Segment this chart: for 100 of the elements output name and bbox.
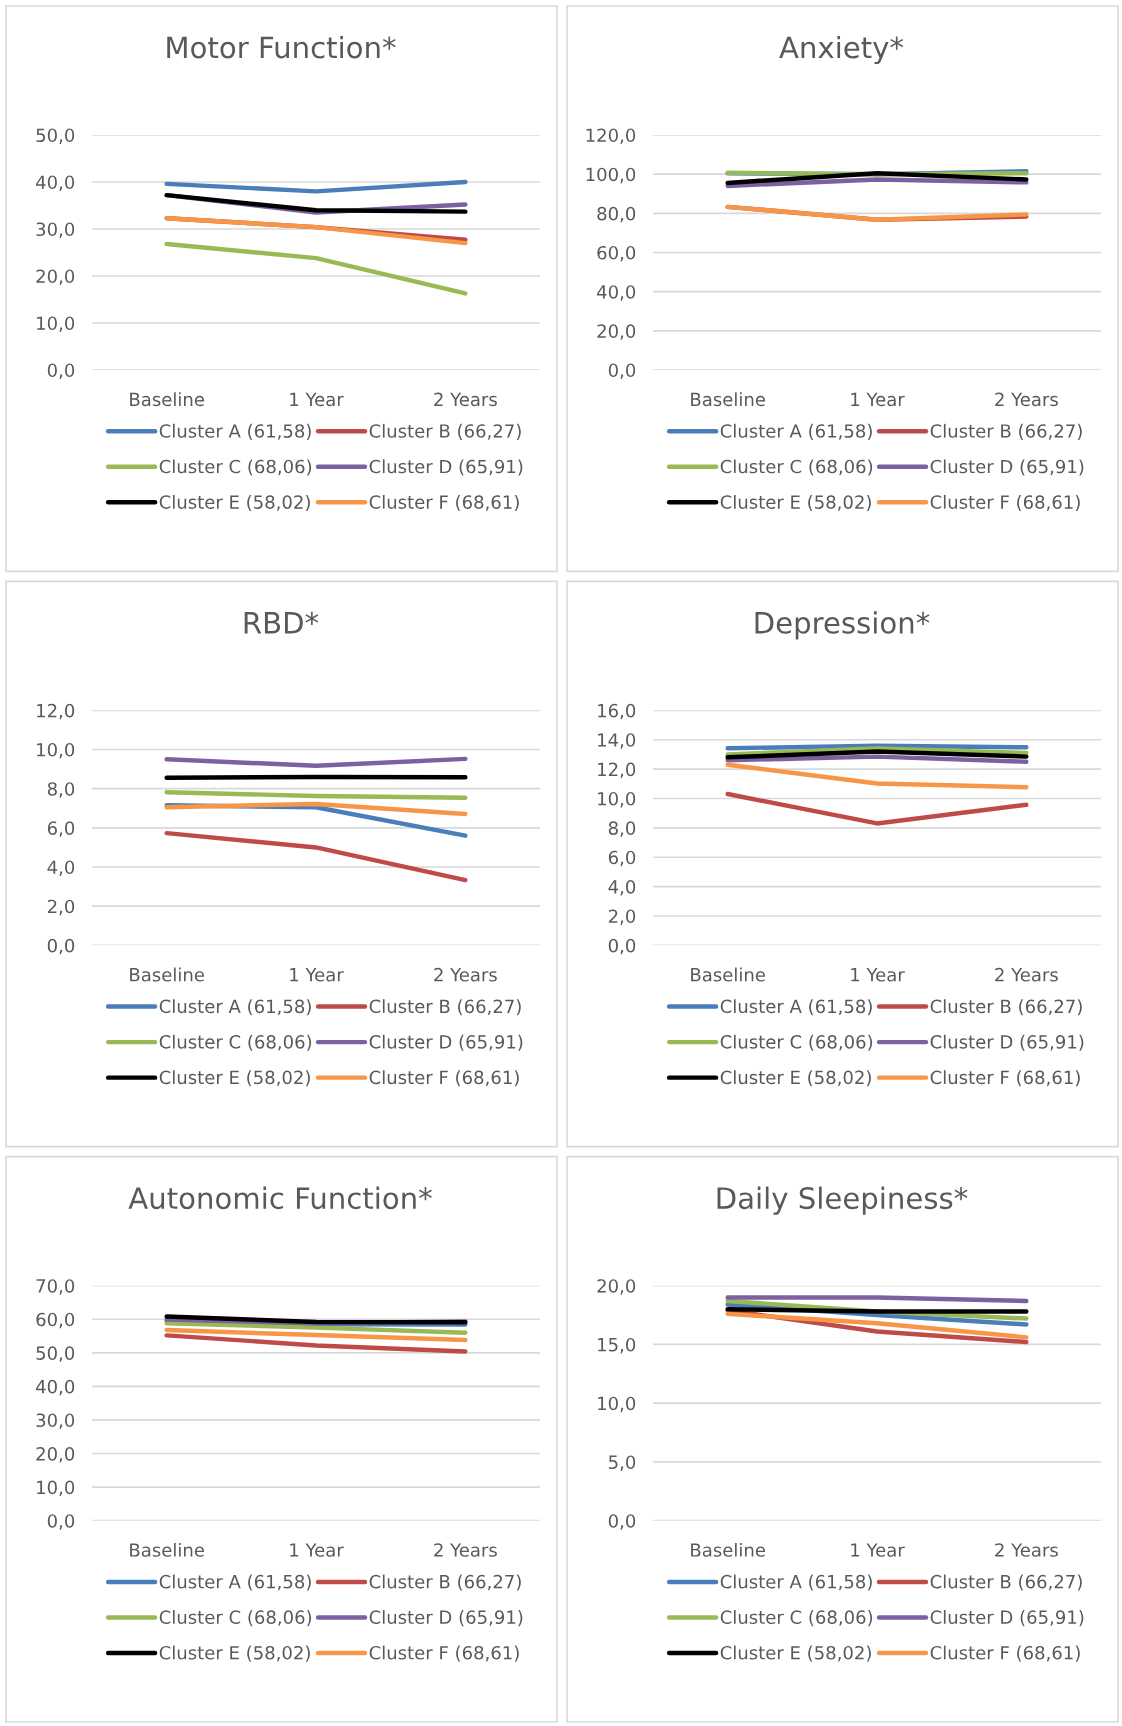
x-tick-label: 1 Year — [290, 392, 344, 407]
legend-label: Cluster D (65,91) — [369, 459, 523, 476]
chart-title: Depression* — [755, 611, 930, 640]
legend-label: Cluster A (61,58) — [720, 999, 872, 1016]
y-tick-label: 4,0 — [47, 860, 75, 876]
legend-label: Cluster D (65,91) — [930, 1610, 1084, 1627]
y-tick-label: 50,0 — [36, 128, 75, 144]
legend-label: Cluster B (66,27) — [930, 1574, 1082, 1591]
y-tick-label: 2,0 — [608, 909, 636, 925]
y-tick-label: 80,0 — [597, 206, 636, 223]
legend-label: Cluster D (65,91) — [369, 1034, 523, 1051]
legend-label: Cluster F (68,61) — [369, 494, 519, 512]
y-tick-label: 6,0 — [47, 821, 75, 837]
y-tick-label: 20,0 — [36, 269, 75, 285]
legend-label: Cluster F (68,61) — [369, 1070, 519, 1087]
legend-label: Cluster E (58,02) — [159, 1645, 310, 1662]
legend-label: Cluster D (65,91) — [930, 1034, 1084, 1051]
x-tick-label: Baseline — [691, 392, 765, 407]
y-tick-label: 16,0 — [598, 703, 636, 720]
chart-title: Anxiety* — [779, 35, 904, 65]
y-tick-label: 10,0 — [37, 1480, 75, 1497]
x-tick-label: Baseline — [130, 392, 204, 407]
x-tick-label: 2 Years — [995, 392, 1058, 407]
legend-label: Cluster E (58,02) — [159, 494, 310, 512]
legend-label: Cluster C (68,06) — [720, 1034, 873, 1051]
legend-label: Cluster F (68,61) — [930, 1645, 1080, 1662]
y-tick-label: 30,0 — [36, 1413, 75, 1429]
chart-title: RBD* — [244, 611, 319, 634]
y-tick-label: 6,0 — [608, 850, 636, 867]
legend-label: Cluster C (68,06) — [159, 459, 312, 476]
chart-title: Motor Function* — [167, 35, 396, 59]
legend-label: Cluster F (68,61) — [369, 1645, 519, 1662]
x-tick-label: Baseline — [691, 967, 765, 982]
y-tick-label: 8,0 — [47, 782, 75, 798]
legend-label: Cluster B (66,27) — [369, 999, 521, 1016]
x-tick-label: 1 Year — [851, 1543, 905, 1557]
y-tick-label: 0,0 — [608, 363, 636, 379]
legend-label: Cluster F (68,61) — [930, 494, 1080, 512]
y-tick-label: 12,0 — [37, 703, 75, 720]
x-tick-label: Baseline — [130, 967, 204, 982]
y-tick-label: 10,0 — [598, 1396, 636, 1413]
y-tick-label: 40,0 — [36, 175, 75, 191]
x-tick-label: 1 Year — [290, 1543, 344, 1557]
legend-label: Cluster E (58,02) — [720, 494, 871, 512]
y-tick-label: 60,0 — [36, 1312, 75, 1329]
y-tick-label: 120,0 — [586, 128, 636, 144]
y-tick-label: 0,0 — [608, 1514, 636, 1530]
y-tick-label: 40,0 — [36, 1379, 75, 1396]
x-tick-label: Baseline — [130, 1542, 204, 1557]
y-tick-label: 20,0 — [597, 1279, 636, 1295]
y-tick-label: 8,0 — [608, 821, 636, 837]
legend-label: Cluster B (66,27) — [930, 999, 1082, 1016]
legend-label: Cluster A (61,58) — [159, 1574, 311, 1591]
x-tick-label: 2 Years — [434, 967, 497, 982]
y-tick-label: 70,0 — [36, 1279, 75, 1295]
y-tick-label: 0,0 — [47, 938, 75, 955]
y-tick-label: 12,0 — [598, 762, 636, 779]
x-tick-label: 2 Years — [434, 1543, 497, 1557]
y-tick-label: 20,0 — [597, 324, 636, 340]
y-tick-label: 0,0 — [47, 363, 75, 379]
legend-label: Cluster A (61,58) — [720, 1574, 872, 1591]
y-tick-label: 60,0 — [597, 245, 636, 262]
y-tick-label: 4,0 — [608, 880, 636, 896]
legend-label: Cluster C (68,06) — [159, 1034, 312, 1051]
x-tick-label: 2 Years — [434, 392, 497, 407]
y-tick-label: 0,0 — [47, 1514, 75, 1530]
legend-label: Cluster C (68,06) — [159, 1610, 312, 1627]
legend-label: Cluster C (68,06) — [720, 1610, 873, 1627]
y-tick-label: 10,0 — [598, 791, 636, 808]
legend-label: Cluster A (61,58) — [159, 423, 311, 440]
chart-title: Autonomic Function* — [128, 1186, 432, 1210]
y-tick-label: 10,0 — [37, 316, 75, 332]
y-tick-label: 15,0 — [598, 1337, 636, 1354]
legend-label: Cluster B (66,27) — [369, 423, 521, 440]
y-tick-label: 100,0 — [586, 167, 636, 184]
legend-label: Cluster E (58,02) — [720, 1645, 871, 1662]
legend-label: Cluster B (66,27) — [369, 1574, 521, 1591]
x-tick-label: 1 Year — [851, 968, 905, 982]
chart-title: Daily Sleepiness* — [717, 1186, 968, 1215]
y-tick-label: 50,0 — [36, 1346, 75, 1362]
x-tick-label: 2 Years — [995, 1543, 1058, 1557]
y-tick-label: 0,0 — [608, 938, 636, 955]
legend-label: Cluster F (68,61) — [930, 1070, 1080, 1087]
y-tick-label: 2,0 — [47, 899, 75, 916]
legend-label: Cluster E (58,02) — [159, 1070, 310, 1087]
y-tick-label: 14,0 — [598, 733, 636, 749]
y-tick-label: 40,0 — [597, 285, 636, 301]
legend-label: Cluster C (68,06) — [720, 459, 873, 476]
x-tick-label: 1 Year — [851, 392, 905, 407]
legend-label: Cluster A (61,58) — [159, 999, 311, 1016]
x-tick-label: 1 Year — [290, 968, 344, 982]
legend-label: Cluster E (58,02) — [720, 1070, 871, 1087]
legend-label: Cluster A (61,58) — [720, 423, 872, 440]
x-tick-label: Baseline — [691, 1542, 765, 1557]
y-tick-label: 10,0 — [37, 742, 75, 759]
legend-label: Cluster D (65,91) — [369, 1610, 523, 1627]
y-tick-label: 30,0 — [36, 222, 75, 238]
x-tick-label: 2 Years — [995, 967, 1058, 982]
y-tick-label: 5,0 — [609, 1455, 636, 1471]
legend-label: Cluster B (66,27) — [930, 423, 1082, 440]
